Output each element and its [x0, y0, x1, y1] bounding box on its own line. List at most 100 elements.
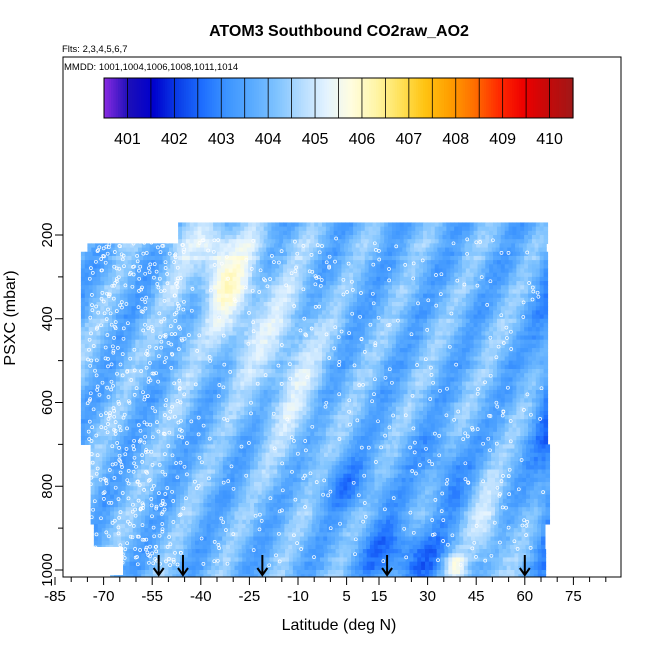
- heatmap-cell: [232, 226, 238, 232]
- heatmap-cell: [108, 381, 113, 387]
- heatmap-cell: [259, 314, 265, 320]
- heatmap-cell: [430, 285, 436, 291]
- heatmap-cell: [450, 255, 455, 261]
- heatmap-cell: [302, 360, 308, 366]
- heatmap-cell: [158, 385, 164, 391]
- heatmap-cell: [84, 314, 90, 320]
- heatmap-cell: [182, 377, 187, 383]
- heatmap-cell: [376, 235, 381, 240]
- heatmap-cell: [96, 322, 101, 328]
- heatmap-cell: [115, 255, 121, 261]
- heatmap-cell: [535, 385, 541, 391]
- heatmap-cell: [349, 251, 354, 257]
- heatmap-cell: [112, 327, 117, 332]
- heatmap-cell: [485, 327, 490, 332]
- heatmap-cell: [382, 243, 388, 249]
- heatmap-cell: [100, 260, 105, 265]
- heatmap-cell: [450, 239, 455, 244]
- heatmap-cell: [115, 369, 121, 374]
- heatmap-cell: [333, 343, 339, 349]
- heatmap-cell: [407, 318, 412, 324]
- heatmap-cell: [197, 255, 203, 261]
- heatmap-cell: [143, 314, 148, 320]
- heatmap-cell: [329, 348, 335, 353]
- heatmap-cell: [461, 251, 467, 257]
- heatmap-cell: [469, 222, 475, 228]
- heatmap-cell: [236, 293, 241, 299]
- heatmap-cell: [248, 235, 253, 240]
- heatmap-cell: [407, 385, 412, 391]
- heatmap-cell: [127, 289, 133, 295]
- heatmap-cell: [318, 352, 323, 358]
- heatmap-cell: [263, 268, 269, 274]
- heatmap-cell: [170, 314, 175, 320]
- heatmap-cell: [496, 235, 502, 240]
- heatmap-cell: [306, 235, 311, 240]
- heatmap-cell: [504, 306, 510, 311]
- heatmap-cell: [430, 268, 436, 274]
- heatmap-cell: [92, 276, 98, 282]
- heatmap-cell: [360, 268, 366, 274]
- heatmap-cell: [271, 260, 276, 265]
- heatmap-cell: [131, 381, 136, 387]
- heatmap-cell: [298, 343, 304, 349]
- heatmap-cell: [240, 314, 245, 320]
- heatmap-cell: [524, 306, 529, 311]
- heatmap-cell: [197, 339, 203, 345]
- heatmap-cell: [446, 389, 451, 395]
- heatmap-cell: [360, 251, 366, 257]
- heatmap-cell: [504, 272, 510, 278]
- heatmap-cell: [465, 222, 471, 228]
- heatmap-cell: [454, 251, 459, 257]
- heatmap-cell: [88, 360, 94, 366]
- heatmap-cell: [189, 289, 195, 295]
- heatmap-cell: [108, 289, 113, 295]
- heatmap-cell: [166, 289, 171, 295]
- heatmap-cell: [528, 394, 533, 399]
- heatmap-cell: [290, 335, 296, 341]
- heatmap-cell: [170, 369, 175, 374]
- heatmap-cell: [232, 281, 238, 286]
- heatmap-cell: [356, 260, 362, 265]
- heatmap-cell: [438, 230, 444, 236]
- heatmap-cell: [403, 394, 409, 399]
- heatmap-cell: [220, 364, 226, 370]
- heatmap-cell: [302, 302, 308, 307]
- heatmap-cell: [283, 226, 288, 232]
- heatmap-cell: [220, 255, 226, 261]
- heatmap-cell: [182, 318, 187, 324]
- heatmap-cell: [403, 314, 409, 320]
- heatmap-cell: [465, 373, 471, 378]
- heatmap-cell: [236, 264, 241, 270]
- heatmap-cell: [298, 306, 304, 311]
- heatmap-cell: [115, 289, 121, 295]
- heatmap-cell: [294, 385, 300, 391]
- heatmap-cell: [508, 222, 514, 228]
- heatmap-cell: [310, 360, 315, 366]
- heatmap-cell: [543, 335, 549, 341]
- heatmap-cell: [259, 398, 265, 404]
- heatmap-cell: [302, 222, 308, 228]
- heatmap-cell: [388, 352, 393, 358]
- heatmap-cell: [341, 310, 346, 316]
- heatmap-cell: [169, 247, 174, 253]
- heatmap-cell: [217, 235, 222, 240]
- heatmap-cell: [166, 297, 171, 303]
- heatmap-cell: [321, 335, 327, 341]
- heatmap-cell: [119, 343, 125, 349]
- heatmap-cell: [469, 255, 475, 261]
- heatmap-cell: [438, 222, 444, 228]
- heatmap-cell: [294, 377, 300, 383]
- heatmap-cell: [100, 377, 105, 383]
- heatmap-cell: [489, 268, 494, 274]
- heatmap-cell: [337, 251, 343, 257]
- heatmap-cell: [360, 310, 366, 316]
- heatmap-cell: [131, 302, 136, 307]
- heatmap-cell: [283, 348, 288, 353]
- heatmap-cell: [341, 381, 346, 387]
- heatmap-cell: [399, 276, 405, 282]
- heatmap-cell: [286, 285, 292, 291]
- heatmap-cell: [178, 356, 183, 362]
- heatmap-cell: [403, 276, 409, 282]
- heatmap-cell: [205, 289, 210, 295]
